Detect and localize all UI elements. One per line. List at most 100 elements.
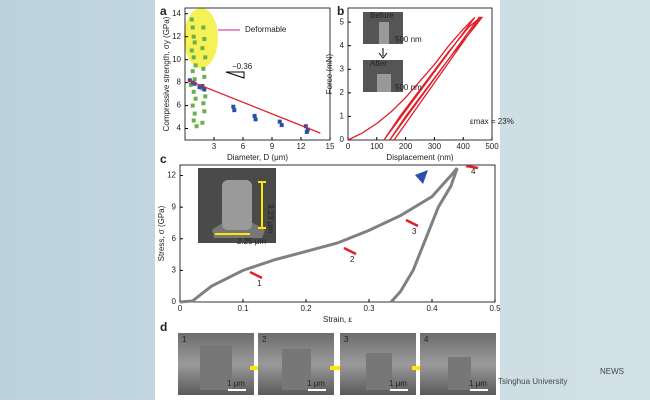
annotation: 3.23 μm bbox=[266, 204, 275, 233]
x-axis-label: Diameter, D (μm) bbox=[227, 153, 288, 162]
x-tick-label: 12 bbox=[297, 142, 306, 151]
point bbox=[191, 118, 196, 123]
point bbox=[192, 40, 197, 45]
x-tick-label: 0 bbox=[346, 142, 351, 151]
point bbox=[191, 89, 196, 94]
point bbox=[203, 94, 208, 99]
arrow bbox=[465, 164, 479, 170]
panel-label: a bbox=[160, 4, 167, 18]
point bbox=[202, 36, 207, 41]
annotation: 1 bbox=[257, 279, 262, 288]
x-tick-label: 15 bbox=[326, 142, 335, 151]
frame-label: 1 bbox=[182, 335, 187, 344]
pillar bbox=[222, 180, 252, 230]
annotation: 4 bbox=[471, 167, 476, 176]
point bbox=[201, 25, 206, 30]
point bbox=[253, 117, 258, 122]
x-tick-label: 3 bbox=[212, 142, 217, 151]
point bbox=[232, 108, 237, 113]
point bbox=[202, 87, 207, 92]
annotation: 500 nm bbox=[395, 83, 422, 92]
panel-label: c bbox=[160, 152, 167, 166]
point bbox=[277, 119, 282, 124]
point bbox=[187, 78, 192, 83]
scale-bar-label: 1 μm bbox=[389, 379, 407, 388]
point bbox=[304, 129, 309, 134]
watermark: Tsinghua University bbox=[498, 377, 567, 386]
y-tick-label: 12 bbox=[172, 32, 181, 41]
pillar bbox=[200, 345, 232, 390]
point bbox=[303, 124, 308, 129]
point bbox=[190, 103, 195, 108]
point bbox=[191, 34, 196, 39]
point bbox=[188, 82, 193, 87]
x-tick-label: 100 bbox=[370, 142, 384, 151]
scale-bar-label: 1 μm bbox=[469, 379, 487, 388]
y-tick-label: 3 bbox=[340, 64, 345, 73]
y-axis-label: Compressive strength, σy (GPa) bbox=[162, 16, 171, 131]
plot-frame bbox=[184, 7, 331, 141]
series-line bbox=[383, 16, 484, 141]
point bbox=[190, 69, 195, 74]
x-tick-label: 0.3 bbox=[363, 304, 375, 313]
frame-label: 3 bbox=[344, 335, 349, 344]
x-tick-label: 6 bbox=[241, 142, 246, 151]
annotation: 2 bbox=[350, 255, 355, 264]
point bbox=[202, 109, 207, 114]
plot-frame bbox=[179, 164, 496, 303]
arrow bbox=[249, 270, 263, 280]
x-tick-label: 9 bbox=[270, 142, 275, 151]
series-line bbox=[347, 16, 476, 141]
x-tick-label: 0.2 bbox=[300, 304, 312, 313]
point bbox=[203, 55, 208, 60]
x-tick-label: 0.4 bbox=[426, 304, 438, 313]
arrow bbox=[405, 218, 419, 228]
watermark: NEWS bbox=[600, 367, 624, 376]
point bbox=[201, 101, 206, 106]
point bbox=[192, 77, 197, 82]
point bbox=[200, 120, 205, 125]
highlight bbox=[184, 8, 218, 68]
annotation: Before bbox=[370, 11, 394, 20]
point bbox=[202, 74, 207, 79]
series-line bbox=[187, 79, 321, 134]
y-tick-label: 0 bbox=[172, 297, 177, 306]
pillar bbox=[366, 353, 392, 390]
y-tick-label: 9 bbox=[172, 202, 177, 211]
y-tick-label: 6 bbox=[172, 234, 177, 243]
y-tick-label: 4 bbox=[177, 124, 182, 133]
y-tick-label: 8 bbox=[177, 78, 182, 87]
frame-label: 2 bbox=[262, 335, 267, 344]
panel-label: d bbox=[160, 320, 167, 334]
point bbox=[201, 66, 206, 71]
plot-frame bbox=[347, 7, 493, 141]
x-tick-label: 0 bbox=[178, 304, 183, 313]
point bbox=[231, 104, 236, 109]
point bbox=[192, 81, 197, 86]
frame-label: 4 bbox=[424, 335, 429, 344]
arrow bbox=[343, 246, 357, 256]
point bbox=[197, 85, 202, 90]
series-line bbox=[389, 167, 459, 304]
y-tick-label: 12 bbox=[167, 171, 176, 180]
scale-bar-label: 1 μm bbox=[227, 379, 245, 388]
point bbox=[194, 124, 199, 129]
pillar bbox=[379, 22, 389, 44]
point bbox=[189, 17, 194, 22]
x-tick-label: 400 bbox=[457, 142, 471, 151]
point bbox=[305, 127, 310, 132]
annotation: After bbox=[370, 59, 387, 68]
y-tick-label: 5 bbox=[340, 17, 345, 26]
annotation: Deformable bbox=[245, 25, 287, 34]
point bbox=[189, 48, 194, 53]
annotation: −0.36 bbox=[232, 62, 253, 71]
x-axis-label: Strain, ε bbox=[323, 315, 352, 324]
pillar bbox=[448, 357, 471, 390]
point bbox=[200, 46, 205, 51]
x-tick-label: 0.5 bbox=[489, 304, 501, 313]
y-tick-label: 3 bbox=[172, 265, 177, 274]
slope-triangle bbox=[225, 71, 245, 79]
x-axis-label: Displacement (nm) bbox=[386, 153, 453, 162]
